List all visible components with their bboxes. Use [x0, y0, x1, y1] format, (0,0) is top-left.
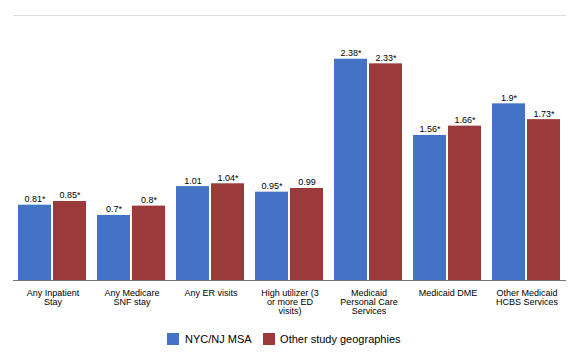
svg-text:1.56*: 1.56* [419, 124, 441, 134]
svg-text:0.8*: 0.8* [141, 195, 158, 205]
svg-text:High utilizer (3or more EDvisi: High utilizer (3or more EDvisits) [261, 288, 319, 316]
svg-text:Medicaid DME: Medicaid DME [419, 288, 478, 298]
svg-text:0.85*: 0.85* [59, 190, 81, 200]
svg-text:1.01: 1.01 [184, 176, 202, 186]
svg-text:0.99: 0.99 [298, 177, 316, 187]
svg-text:Any InpatientStay: Any InpatientStay [27, 288, 80, 307]
svg-text:1.73*: 1.73* [533, 109, 555, 119]
svg-text:2.33*: 2.33* [375, 53, 397, 63]
svg-text:2.38*: 2.38* [340, 48, 362, 58]
svg-text:Other MedicaidHCBS Services: Other MedicaidHCBS Services [496, 288, 559, 307]
svg-text:MedicaidPersonal CareServices: MedicaidPersonal CareServices [340, 288, 398, 316]
html-text:Other study geographies: Other study geographies [280, 333, 401, 346]
svg-text:0.81*: 0.81* [24, 194, 46, 204]
svg-text:1.66*: 1.66* [454, 115, 476, 125]
html-text:NYC/NJ MSA: NYC/NJ MSA [185, 333, 252, 346]
svg-text:1.9*: 1.9* [501, 93, 518, 103]
svg-text:Any ER visits: Any ER visits [184, 288, 238, 298]
svg-text:0.95*: 0.95* [261, 181, 283, 191]
svg-text:1.04*: 1.04* [217, 173, 239, 183]
svg-text:0.7*: 0.7* [106, 204, 123, 214]
svg-text:Any MedicareSNF stay: Any MedicareSNF stay [104, 288, 159, 307]
